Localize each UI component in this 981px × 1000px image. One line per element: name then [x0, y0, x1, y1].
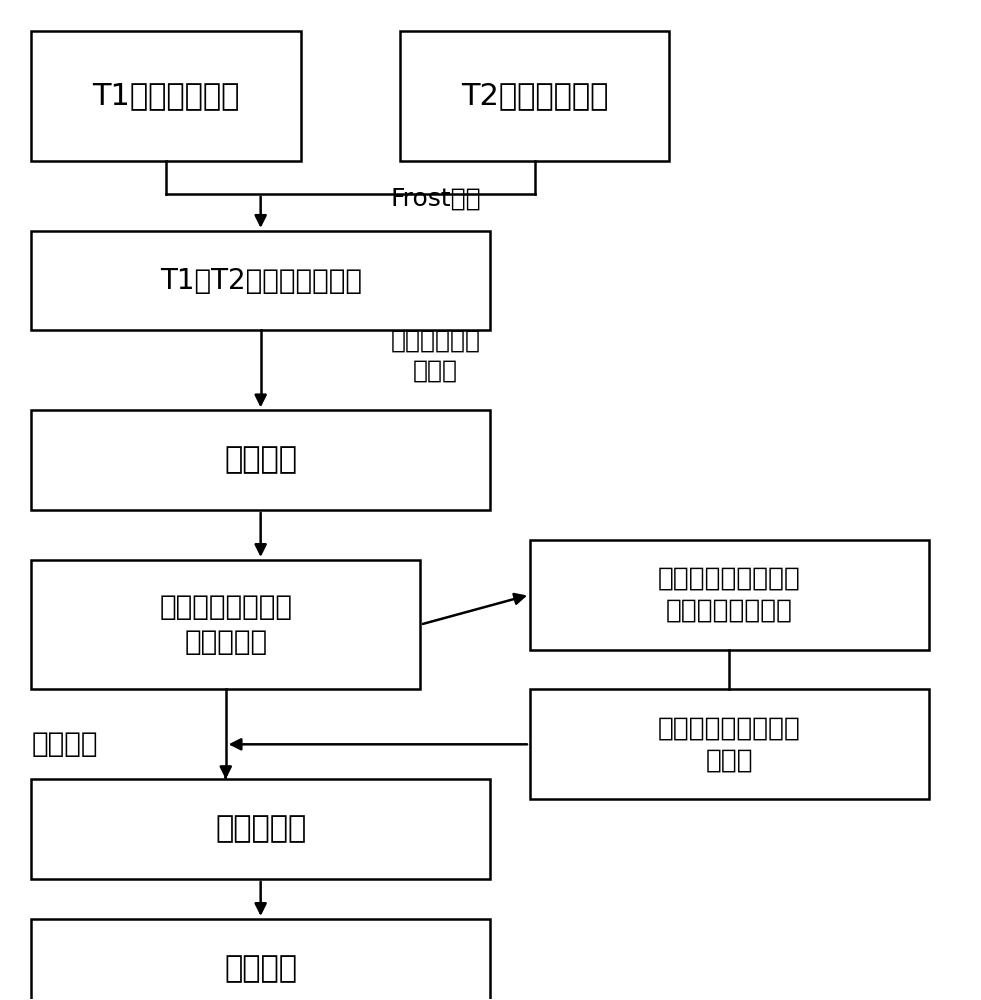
Bar: [31, 410, 490, 510]
Bar: [31, 31, 300, 161]
Text: 差异影像: 差异影像: [224, 446, 297, 475]
Text: T2时相遥感影像: T2时相遥感影像: [461, 82, 608, 111]
Text: 选取多维特征作为开
关变量: 选取多维特征作为开 关变量: [658, 715, 800, 773]
Bar: [530, 540, 929, 650]
Text: 比值法构建差
异影像: 比值法构建差 异影像: [390, 329, 481, 382]
Bar: [31, 779, 490, 879]
Bar: [31, 560, 420, 689]
Text: 模糊聚类: 模糊聚类: [31, 730, 98, 758]
Text: 对差异影像构建模
糊开关函数: 对差异影像构建模 糊开关函数: [159, 593, 292, 656]
Bar: [400, 31, 669, 161]
Bar: [530, 689, 929, 799]
Text: T1时相遥感影像: T1时相遥感影像: [92, 82, 239, 111]
Text: 模糊相容图求解模糊
开关函数的极小化: 模糊相容图求解模糊 开关函数的极小化: [658, 566, 800, 624]
Bar: [31, 919, 490, 1000]
Text: 精度评价: 精度评价: [224, 954, 297, 983]
Text: 变化检测图: 变化检测图: [215, 815, 306, 844]
Text: T1、T2时相滤波后影像: T1、T2时相滤波后影像: [160, 267, 362, 295]
Text: Frost滤波: Frost滤波: [390, 187, 481, 211]
Bar: [31, 231, 490, 330]
